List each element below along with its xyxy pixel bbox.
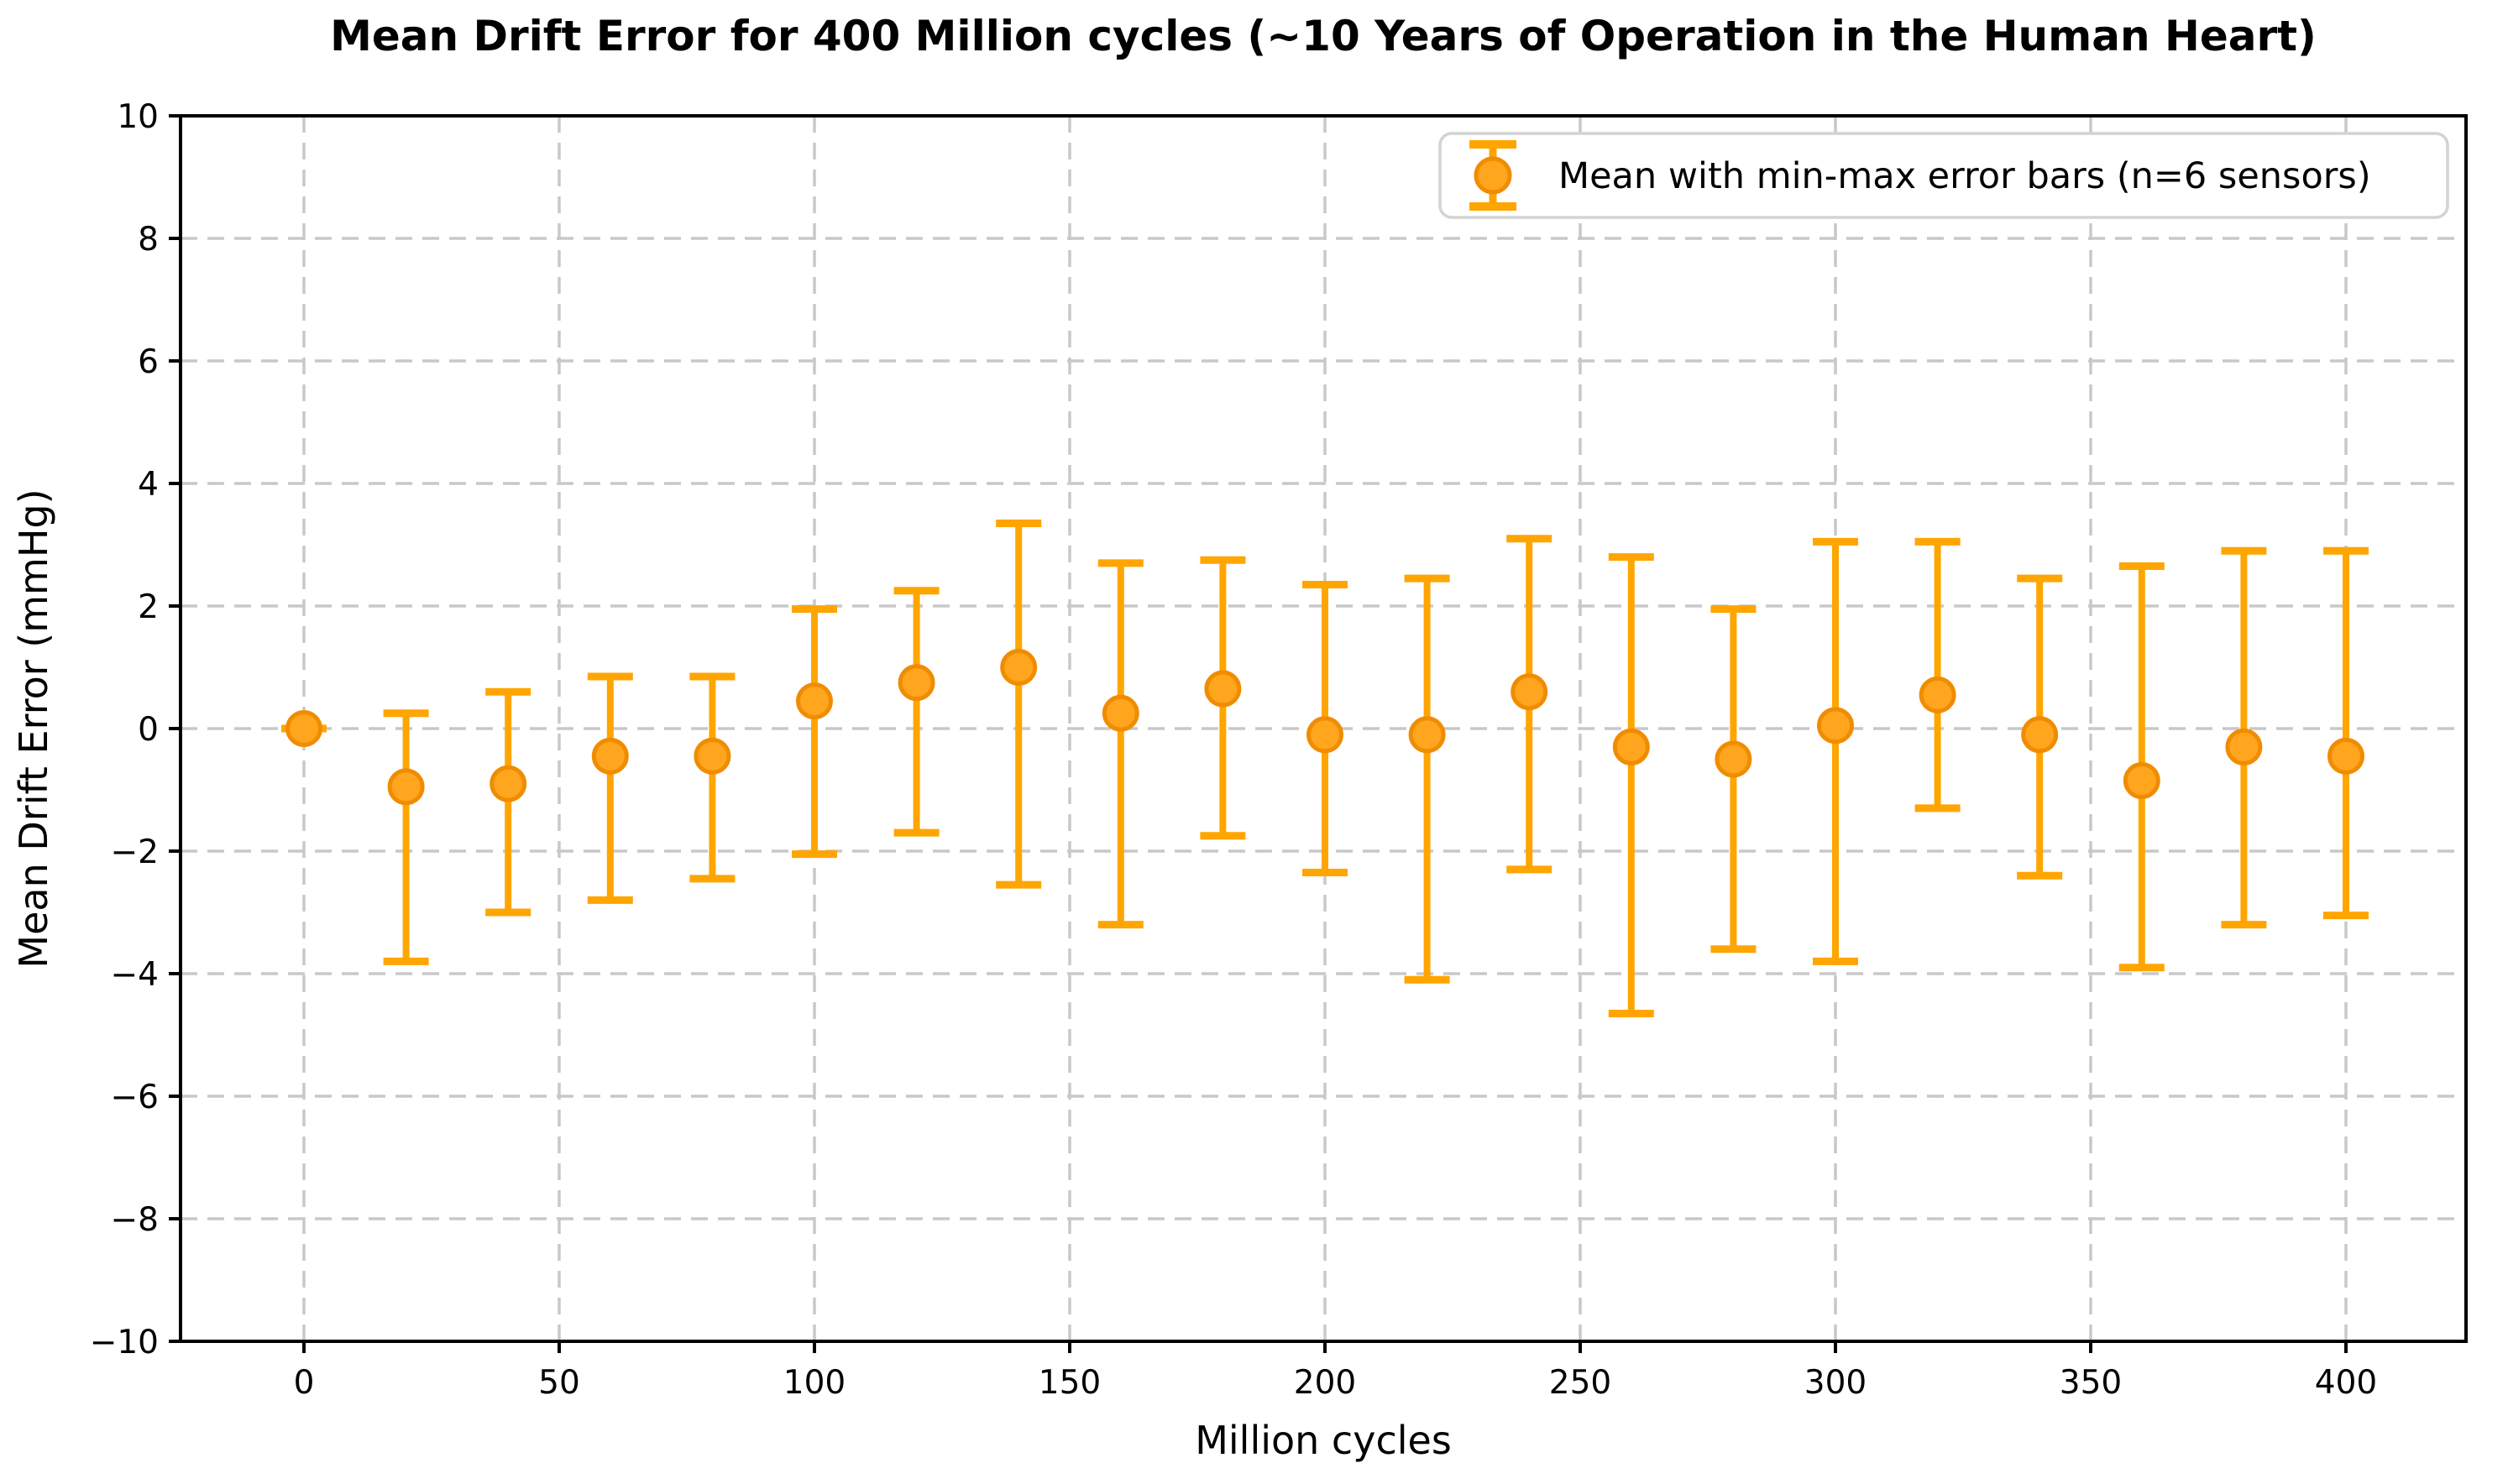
error-bar-point [485, 687, 531, 917]
legend-label: Mean with min-max error bars (n=6 sensor… [1558, 155, 2371, 197]
error-bar-point [383, 709, 429, 965]
y-tick-label: −10 [90, 1324, 159, 1361]
y-tick-label: −2 [111, 833, 160, 871]
error-bar-point [1097, 559, 1144, 929]
error-bar-point [893, 587, 940, 837]
mean-marker [2327, 737, 2364, 775]
error-bar-point [1914, 537, 1961, 813]
x-tick-label: 300 [1804, 1364, 1867, 1402]
x-tick-label: 0 [294, 1364, 315, 1402]
error-bar-point [1608, 553, 1654, 1017]
mean-marker [490, 765, 527, 802]
error-bar-point [1200, 556, 1246, 840]
error-bar-point [587, 672, 633, 904]
mean-marker [591, 737, 629, 775]
x-tick-label: 200 [1294, 1364, 1356, 1402]
error-bar-point [2221, 546, 2267, 929]
error-bar-point [2323, 546, 2369, 920]
legend-box [1438, 132, 2449, 219]
mean-marker [1817, 707, 1854, 745]
error-bar-point [2118, 562, 2165, 972]
mean-marker [1000, 649, 1038, 686]
y-tick-label: 0 [138, 711, 159, 749]
x-tick-label: 350 [2060, 1364, 2122, 1402]
mean-marker [1204, 670, 1242, 708]
y-tick-label: 2 [138, 588, 159, 626]
chart-title: Mean Drift Error for 400 Million cycles … [330, 12, 2317, 60]
error-bar-point [1710, 605, 1757, 954]
y-tick-label: 8 [138, 221, 159, 259]
y-tick-label: −6 [111, 1079, 160, 1116]
x-tick-label: 250 [1549, 1364, 1611, 1402]
y-tick-label: 6 [138, 343, 159, 381]
y-axis-label: Mean Drift Error (mmHg) [11, 489, 56, 968]
error-bar-point [1302, 580, 1348, 877]
mean-marker [387, 768, 425, 806]
mean-marker [1102, 694, 1139, 732]
y-tick-label: −8 [111, 1201, 160, 1239]
error-bar-point [1404, 574, 1450, 984]
error-bar-point [689, 672, 736, 883]
y-tick-label: 4 [138, 466, 159, 504]
mean-marker [2123, 762, 2160, 800]
legend: Mean with min-max error bars (n=6 sensor… [1438, 132, 2449, 219]
x-tick-label: 100 [783, 1364, 846, 1402]
data-series-layer [281, 519, 2369, 1017]
mean-marker [796, 682, 833, 720]
error-bar-point [2017, 574, 2063, 880]
mean-marker [1511, 673, 1548, 711]
mean-marker [898, 664, 935, 702]
error-bar-point [1813, 537, 1858, 965]
mean-marker [694, 737, 731, 775]
x-tick-label: 150 [1039, 1364, 1101, 1402]
mean-marker [1612, 728, 1650, 766]
y-tick-label: −4 [111, 956, 160, 994]
legend-errorbar-marker-icon [1469, 140, 1516, 211]
mean-marker [2021, 716, 2059, 754]
error-bar-point [1506, 535, 1552, 874]
y-tick-label: 10 [117, 98, 159, 136]
x-tick-label: 50 [538, 1364, 580, 1402]
mean-marker [285, 710, 322, 747]
mean-marker [1715, 740, 1752, 778]
x-tick-label: 400 [2315, 1364, 2377, 1402]
tick-layer: 0 50 100 150 200 250 300 350 400 10 8 6 4 2 0 −2 −4 −6 −8 −… [90, 98, 2378, 1402]
mean-marker [1306, 716, 1343, 754]
mean-marker [1408, 716, 1446, 754]
error-bar-point [281, 710, 327, 747]
error-bar-point [996, 519, 1042, 889]
mean-marker [1919, 676, 1956, 713]
error-bar-point [792, 605, 837, 859]
x-axis-label: Million cycles [1195, 1418, 1452, 1463]
mean-marker [2225, 728, 2263, 766]
